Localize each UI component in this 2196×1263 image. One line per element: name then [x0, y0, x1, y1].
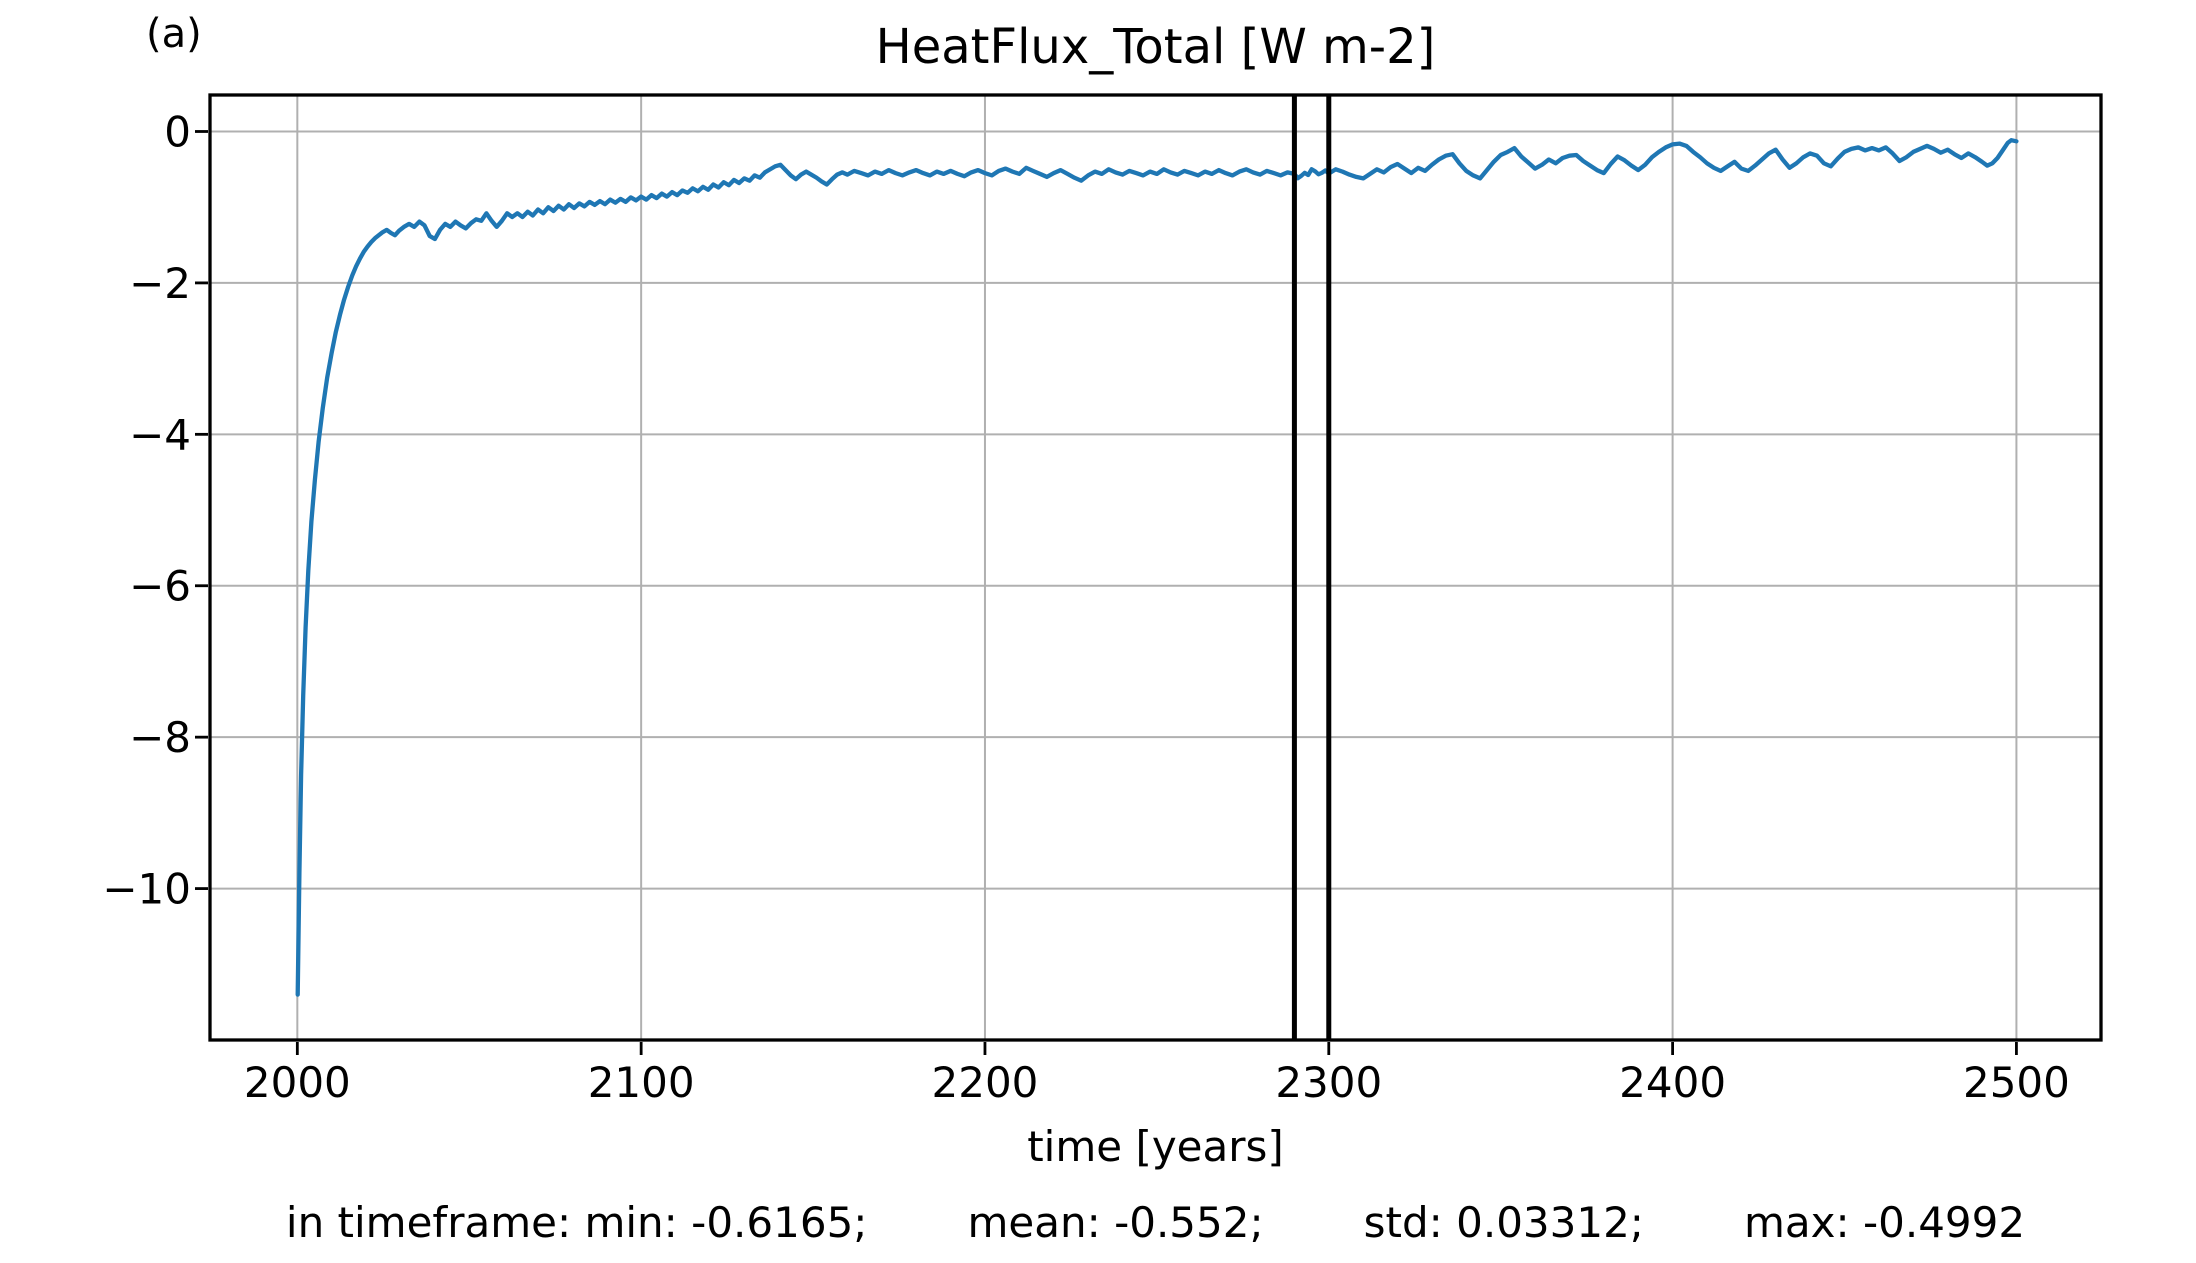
y-tick-label: −6 — [129, 562, 191, 611]
y-tick-label: −2 — [129, 259, 191, 308]
panel-label: (a) — [146, 11, 202, 57]
y-tick-label: −10 — [102, 865, 191, 914]
stats-line: in timeframe: min: -0.6165; mean: -0.552… — [210, 1198, 2101, 1248]
x-tick-label: 2300 — [1275, 1058, 1382, 1107]
stats-max: max: -0.4992 — [1743, 1198, 2026, 1247]
x-tick-label: 2500 — [1963, 1058, 2070, 1107]
y-tick-label: −4 — [129, 410, 191, 459]
chart-title: HeatFlux_Total [W m-2] — [875, 19, 1436, 75]
x-tick-label: 2000 — [244, 1058, 351, 1107]
x-axis-label: time [years] — [1027, 1122, 1284, 1171]
x-tick-label: 2100 — [588, 1058, 695, 1107]
heatflux-series-line — [295, 138, 2019, 997]
x-tick-label: 2200 — [932, 1058, 1039, 1107]
axes-spines — [208, 93, 2103, 1042]
stats-mean: mean: -0.552; — [967, 1198, 1264, 1247]
y-tick-label: 0 — [164, 107, 191, 156]
stats-timeframe-min: in timeframe: min: -0.6165; — [285, 1198, 868, 1247]
stats-std: std: 0.03312; — [1363, 1198, 1644, 1247]
y-tick-label: −8 — [129, 713, 191, 762]
x-tick-label: 2400 — [1619, 1058, 1726, 1107]
